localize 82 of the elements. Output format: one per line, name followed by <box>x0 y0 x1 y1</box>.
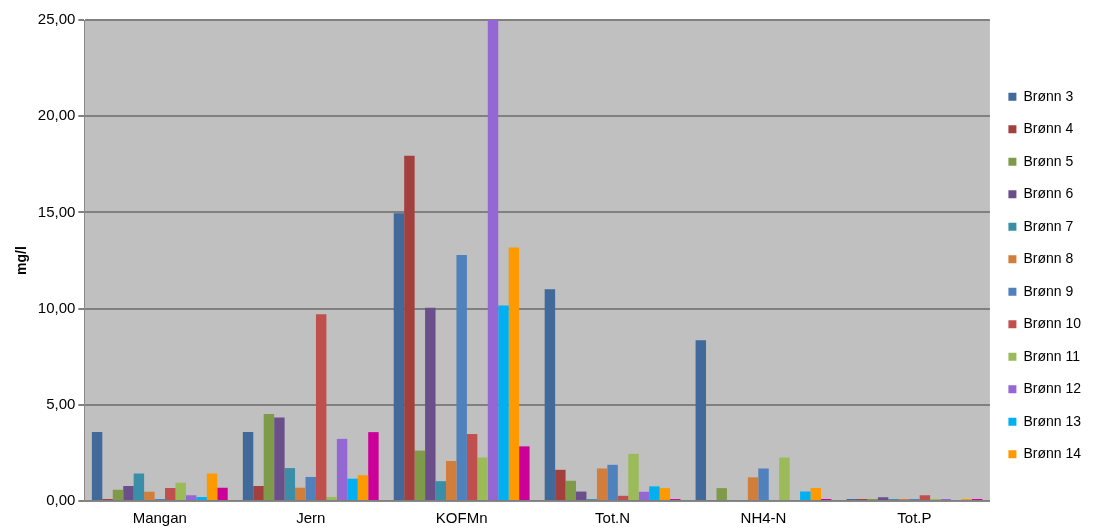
bar <box>555 469 566 500</box>
legend-label: Brønn 11 <box>1023 347 1081 364</box>
bar <box>498 305 509 500</box>
bar <box>508 247 520 500</box>
bar <box>445 460 457 500</box>
bar <box>617 495 629 500</box>
bar <box>628 453 639 500</box>
legend-label: Brønn 10 <box>1023 315 1082 332</box>
legend-label: Brønn 7 <box>1023 217 1074 234</box>
bar <box>336 438 348 500</box>
legend-label: Brønn 12 <box>1023 380 1082 397</box>
bar <box>638 491 650 500</box>
bar <box>274 417 285 500</box>
legend-label: Brønn 8 <box>1023 250 1074 267</box>
bar <box>747 477 759 500</box>
bar <box>295 487 306 500</box>
bar <box>919 495 931 500</box>
x-tick-label: Mangan <box>132 509 187 527</box>
bar <box>315 314 327 500</box>
bar <box>695 340 707 500</box>
x-tick-label: Jern <box>296 509 326 527</box>
x-tick-label: Tot.N <box>595 509 631 527</box>
y-tick-label: 25,00 <box>37 10 76 28</box>
bar <box>576 491 587 500</box>
bar <box>466 434 478 500</box>
bar <box>659 488 671 500</box>
bar <box>242 432 254 500</box>
bar <box>877 497 889 500</box>
bar <box>253 485 264 500</box>
bar <box>123 485 134 500</box>
x-tick-label: KOFMn <box>435 509 488 527</box>
bar <box>519 446 530 500</box>
y-tick-label: 0,00 <box>46 491 76 509</box>
bar <box>284 468 296 500</box>
legend-label: Brønn 9 <box>1023 282 1074 299</box>
bar <box>414 450 426 500</box>
bar <box>779 457 790 500</box>
bar <box>347 478 358 500</box>
bar <box>487 20 499 500</box>
bar <box>196 496 207 500</box>
bar <box>357 475 369 500</box>
legend-label: Brønn 14 <box>1023 445 1082 462</box>
y-tick-label: 10,00 <box>37 298 76 316</box>
bar <box>800 491 811 500</box>
bar <box>263 414 275 500</box>
bar <box>810 488 821 500</box>
x-tick-label: NH4-N <box>740 509 787 527</box>
bar <box>393 213 405 500</box>
bar <box>206 473 218 500</box>
legend-label: Brønn 4 <box>1023 120 1074 137</box>
bar <box>404 155 415 500</box>
bar <box>326 496 337 500</box>
bar <box>165 488 176 500</box>
y-tick-label: 20,00 <box>37 106 76 124</box>
bar <box>544 289 556 500</box>
bar <box>368 432 379 500</box>
bar <box>185 495 197 500</box>
bar <box>425 307 436 500</box>
legend-label: Brønn 13 <box>1023 412 1082 429</box>
bar <box>133 473 145 500</box>
bar <box>217 487 228 500</box>
bar <box>565 480 577 500</box>
bar <box>716 488 727 500</box>
legend-label: Brønn 5 <box>1023 152 1074 169</box>
bar <box>758 468 769 500</box>
y-axis-title: mg/l <box>13 246 30 275</box>
x-tick-label: Tot.P <box>897 509 932 527</box>
bar <box>175 482 186 500</box>
bar <box>607 464 618 500</box>
bar <box>91 432 103 500</box>
bar <box>305 476 316 500</box>
bar <box>456 254 467 500</box>
bar <box>112 489 124 500</box>
bar <box>596 468 608 500</box>
bar <box>477 457 488 500</box>
legend-label: Brønn 3 <box>1023 87 1074 104</box>
bar <box>435 481 446 500</box>
y-tick-label: 15,00 <box>37 202 76 220</box>
y-tick-label: 5,00 <box>46 394 76 412</box>
bar <box>649 486 660 500</box>
bar <box>144 491 155 500</box>
legend-label: Brønn 6 <box>1023 185 1074 202</box>
